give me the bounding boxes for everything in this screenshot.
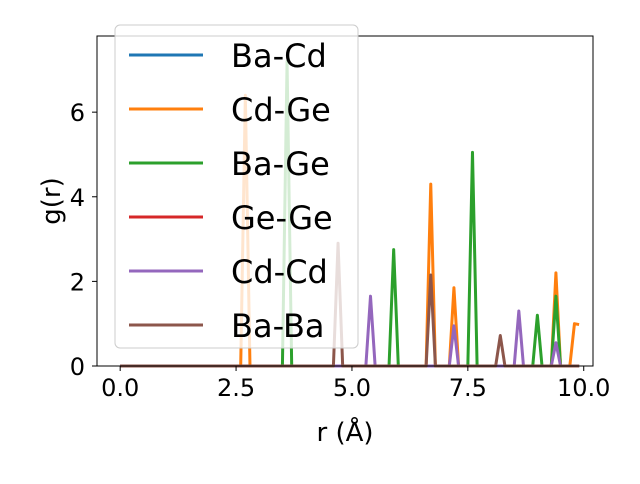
legend-label: Ba-Ba (231, 307, 325, 345)
y-axis-ticks: 0 2 4 6 (70, 99, 97, 381)
y-tick-label: 0 (70, 353, 85, 381)
legend-label: Cd-Cd (231, 253, 328, 291)
legend-label: Ge-Ge (231, 199, 333, 237)
legend-label: Ba-Cd (231, 37, 327, 75)
legend-label: Ba-Ge (231, 145, 330, 183)
x-tick-label: 2.5 (217, 374, 255, 402)
y-tick-label: 2 (70, 268, 85, 296)
x-axis-label: r (Å) (316, 416, 373, 448)
x-tick-label: 10.0 (557, 374, 610, 402)
y-axis-label: g(r) (37, 177, 67, 224)
x-tick-label: 0.0 (101, 374, 139, 402)
y-tick-label: 4 (70, 184, 85, 212)
x-axis-ticks: 0.0 2.5 5.0 7.5 10.0 (101, 366, 610, 402)
x-tick-label: 7.5 (449, 374, 487, 402)
legend-items: Ba-Cd Cd-Ge Ba-Ge Ge-Ge Cd-Cd Ba-Ba (129, 37, 333, 345)
legend: Ba-Cd Cd-Ge Ba-Ge Ge-Ge Cd-Cd Ba-Ba (114, 24, 359, 349)
legend-label: Cd-Ge (231, 91, 331, 129)
legend-box (114, 24, 359, 349)
y-tick-label: 6 (70, 99, 85, 127)
x-tick-label: 5.0 (333, 374, 371, 402)
